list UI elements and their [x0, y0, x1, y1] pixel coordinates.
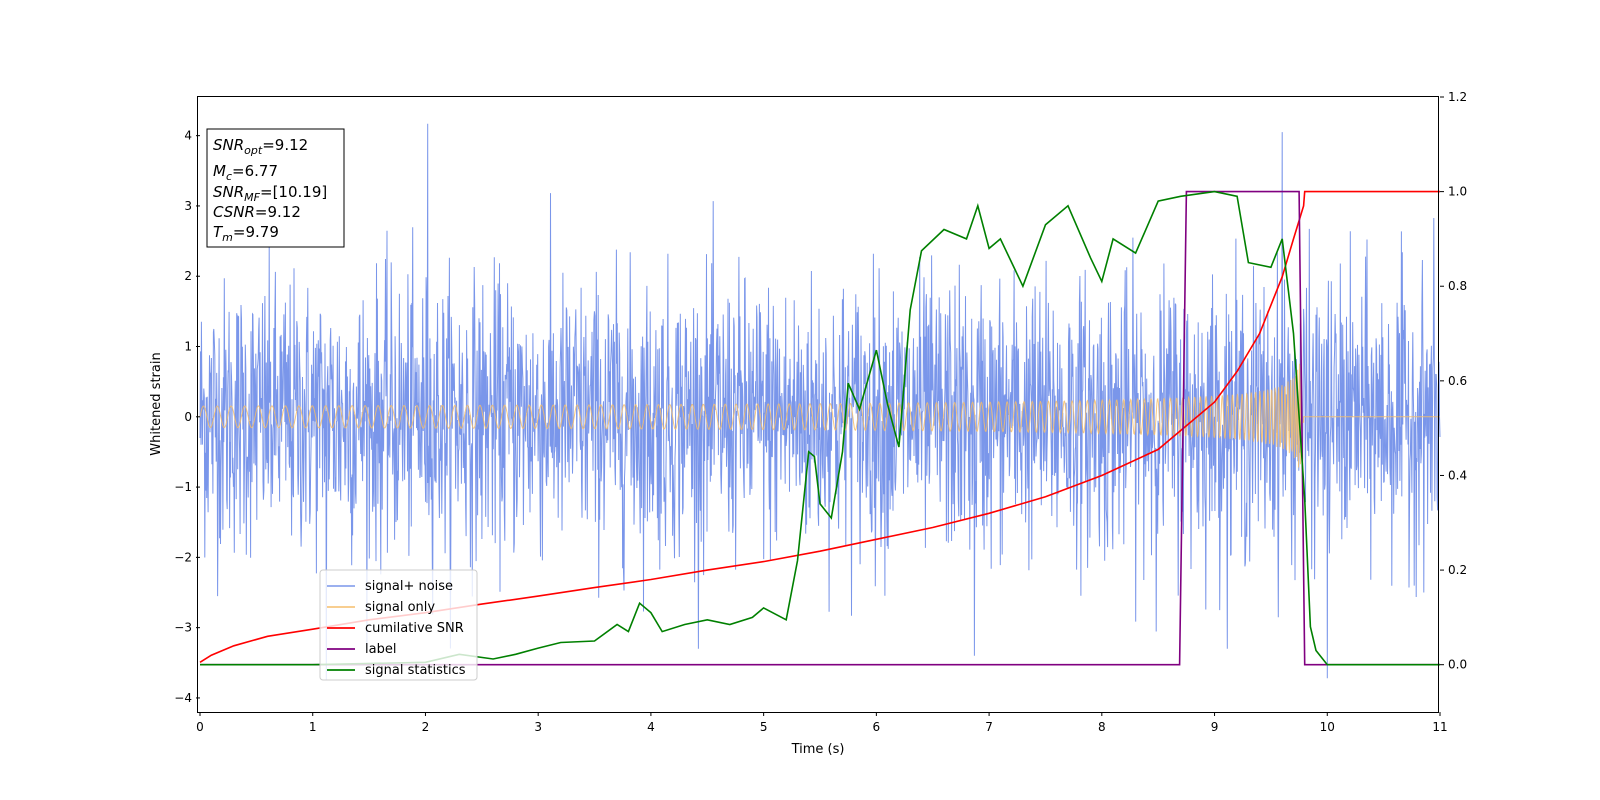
x-axis-label: Time (s)	[791, 742, 845, 757]
x-tick-label: 10	[1320, 720, 1335, 734]
y2-tick-label: 0.8	[1448, 279, 1467, 293]
y-tick-label: −1	[174, 480, 192, 494]
signal-only-line	[199, 363, 1440, 468]
x-axis-ticks: 0 1 2 3 4 5 6 7 8 9 10 11	[196, 712, 1448, 734]
y-tick-label: 2	[184, 269, 192, 283]
annotation-line: Tm=9.79	[213, 223, 279, 244]
y2-tick-label: 1.2	[1448, 90, 1467, 104]
x-tick-label: 7	[985, 720, 993, 734]
annotation-line: SNRMF=[10.19]	[213, 183, 327, 204]
legend-label: cumilative SNR	[365, 621, 464, 636]
legend-label: signal+ noise	[365, 579, 453, 594]
signal-statistics-line	[200, 190, 1440, 666]
x-tick-label: 6	[873, 720, 881, 734]
x-tick-label: 11	[1432, 720, 1447, 734]
signal-noise-line	[199, 123, 1441, 681]
legend-label: signal only	[365, 600, 435, 615]
y-tick-label: −4	[174, 691, 192, 705]
annotation-line: CSNR=9.12	[213, 203, 301, 221]
x-tick-label: 8	[1098, 720, 1106, 734]
x-tick-label: 5	[760, 720, 768, 734]
x-tick-label: 3	[534, 720, 542, 734]
x-tick-label: 1	[309, 720, 317, 734]
y-tick-label: 4	[184, 129, 192, 143]
y-tick-label: 3	[184, 199, 192, 213]
x-tick-label: 4	[647, 720, 655, 734]
legend: signal+ noise signal only cumilative SNR la…	[319, 569, 478, 681]
y2-axis-ticks: 0.0 0.2 0.4 0.6 0.8 1.0 1.2	[1440, 90, 1467, 672]
annotation-box: SNRopt=9.12 Mc=6.77SNRMF=[10.19]CSNR=9.12…	[206, 128, 345, 248]
legend-label: signal statistics	[365, 663, 466, 678]
x-tick-label: 2	[422, 720, 430, 734]
annotation-line: SNRopt=9.12	[213, 136, 308, 157]
annotation-line: Mc=6.77	[213, 162, 278, 183]
plot-frame	[197, 96, 1439, 713]
y2-tick-label: 1.0	[1448, 185, 1467, 199]
y-tick-label: −2	[174, 550, 192, 564]
y2-tick-label: 0.4	[1448, 468, 1467, 482]
y-axis-label: Whitened strain	[149, 352, 164, 455]
series-signal-noise	[199, 123, 1441, 681]
y-tick-label: 1	[184, 340, 192, 354]
x-tick-label: 0	[196, 720, 204, 734]
x-tick-label: 9	[1211, 720, 1219, 734]
y-tick-label: 0	[184, 410, 192, 424]
annotation-box-frame	[206, 128, 345, 248]
legend-label: label	[365, 642, 396, 657]
legend-frame	[319, 569, 478, 681]
y2-tick-label: 0.2	[1448, 563, 1467, 577]
series-signal-only	[199, 363, 1440, 468]
y2-tick-label: 0.0	[1448, 658, 1467, 672]
y-axis-ticks: −4 −3 −2 −1 0 1 2 3 4	[174, 129, 200, 705]
y2-tick-label: 0.6	[1448, 374, 1467, 388]
y-tick-label: −3	[174, 621, 192, 635]
